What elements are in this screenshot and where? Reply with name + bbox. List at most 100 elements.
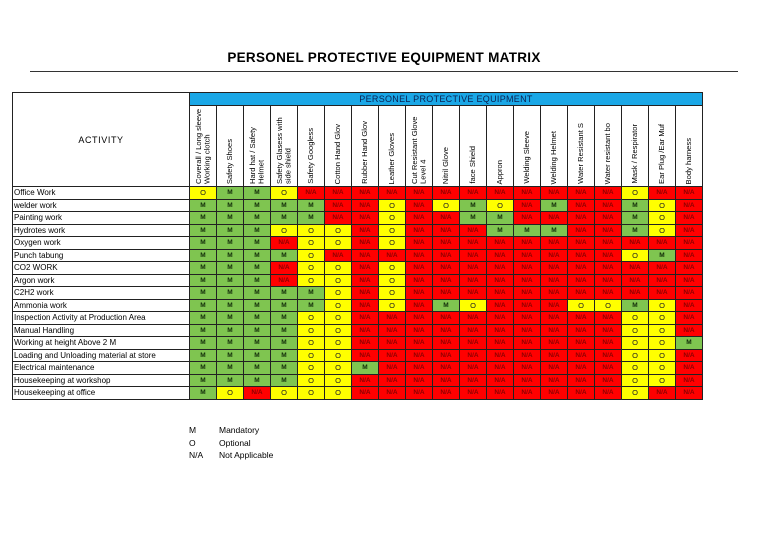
matrix-cell: M [432,298,460,312]
column-header-label: Hard hat / Safety Helmet [247,127,266,184]
activity-label: Argon work [12,273,190,287]
matrix-cell: N/A [513,211,541,225]
matrix-cell: N/A [432,273,460,287]
matrix-cell: N/A [405,386,433,400]
table-row: Electrical maintenance M M M M O O M N/A N/A N/A N/… [12,361,703,375]
matrix-cell: N/A [351,323,379,337]
matrix-cell: O [378,261,406,275]
matrix-cell: N/A [648,261,676,275]
matrix-cell: N/A [567,386,595,400]
matrix-cell: N/A [405,211,433,225]
matrix-cell: O [648,223,676,237]
matrix-cell: N/A [675,386,703,400]
matrix-cell: N/A [405,323,433,337]
matrix-cell: N/A [432,348,460,362]
matrix-cell: N/A [540,348,568,362]
matrix-cell: N/A [513,261,541,275]
matrix-cell: N/A [594,286,622,300]
column-header: Leather Gloves [378,105,406,187]
matrix-cell: N/A [459,373,487,387]
column-header: Appron [486,105,514,187]
matrix-cell: O [297,348,325,362]
matrix-cell: N/A [432,248,460,262]
matrix-cell: N/A [540,336,568,350]
matrix-cell: M [459,198,487,212]
column-header: Water resistant bo [594,105,622,187]
matrix-cell: N/A [459,236,487,250]
matrix-cell: N/A [513,298,541,312]
matrix-cell: O [324,323,352,337]
matrix-cell: N/A [405,261,433,275]
matrix-cell: O [621,336,649,350]
matrix-cell: N/A [567,348,595,362]
matrix-cell: M [189,311,217,325]
matrix-cell: N/A [378,336,406,350]
matrix-cell: M [270,323,298,337]
matrix-cell: M [189,211,217,225]
column-header-label: Welding Sleeve [521,131,531,184]
matrix-cell: N/A [351,198,379,212]
matrix-cell: M [216,273,244,287]
matrix-cell: N/A [594,373,622,387]
matrix-cell: N/A [567,361,595,375]
matrix-cell: M [270,361,298,375]
matrix-cell: N/A [324,186,352,200]
matrix-cell: N/A [378,348,406,362]
matrix-cell: M [243,261,271,275]
matrix-cell: N/A [567,311,595,325]
matrix-cell: N/A [486,286,514,300]
column-header-label: Rubber Hand Glov [359,121,369,184]
matrix-cell: N/A [675,236,703,250]
matrix-cell: M [189,198,217,212]
matrix-cell: N/A [513,323,541,337]
matrix-cell: N/A [459,273,487,287]
matrix-cell: N/A [486,373,514,387]
matrix-cell: N/A [675,311,703,325]
activity-label: CO2 WORK [12,261,190,275]
legend-label: Not Applicable [219,450,274,460]
table-row: welder work M M M M M N/A N/A O N/A O M O N/A M N/A N/A M… [12,198,703,212]
matrix-cell: N/A [540,211,568,225]
matrix-cell: N/A [405,373,433,387]
column-header: Safety Googless [297,105,325,187]
matrix-cell: O [621,348,649,362]
activity-label: Housekeeping at office [12,386,190,400]
matrix-cell: N/A [270,261,298,275]
matrix-cell: M [189,323,217,337]
matrix-cell: N/A [648,273,676,287]
matrix-cell: N/A [513,386,541,400]
matrix-cell: N/A [621,286,649,300]
matrix-cell: M [540,223,568,237]
matrix-cell: O [378,223,406,237]
matrix-cell: O [459,298,487,312]
column-header: Ear Plug /Ear Muf [648,105,676,187]
matrix-cell: N/A [540,273,568,287]
legend-label: Mandatory [219,425,260,435]
matrix-cell: M [270,348,298,362]
matrix-cell: N/A [594,236,622,250]
matrix-cell: N/A [675,198,703,212]
column-header: Cut Resistant Glove Level 4 [405,105,433,187]
matrix-cell: O [378,236,406,250]
page-title: PERSONEL PROTECTIVE EQUIPMENT MATRIX [227,50,541,65]
table-row: Housekeeping at office M O N/A O O O N/A N/A N/A N… [12,386,703,400]
column-header-label: Mask / Respirator [629,124,639,184]
matrix-cell: O [324,386,352,400]
table-row: CO2 WORK M M M N/A O O N/A O N/A N/A N/A N/A N/A N/A N/… [12,261,703,275]
matrix-cell: N/A [324,198,352,212]
matrix-cell: N/A [351,261,379,275]
matrix-cell: N/A [351,273,379,287]
column-header-label: face Shield [467,146,477,184]
matrix-cell: N/A [432,311,460,325]
matrix-cell: M [297,286,325,300]
matrix-cell: M [243,248,271,262]
matrix-cell: N/A [486,298,514,312]
matrix-cell: N/A [513,273,541,287]
activity-label: Loading and Unloading material at store [12,348,190,362]
matrix-cell: N/A [459,323,487,337]
matrix-cell: M [189,386,217,400]
matrix-cell: M [216,223,244,237]
matrix-cell: N/A [405,361,433,375]
matrix-cell: O [648,336,676,350]
matrix-cell: O [324,373,352,387]
